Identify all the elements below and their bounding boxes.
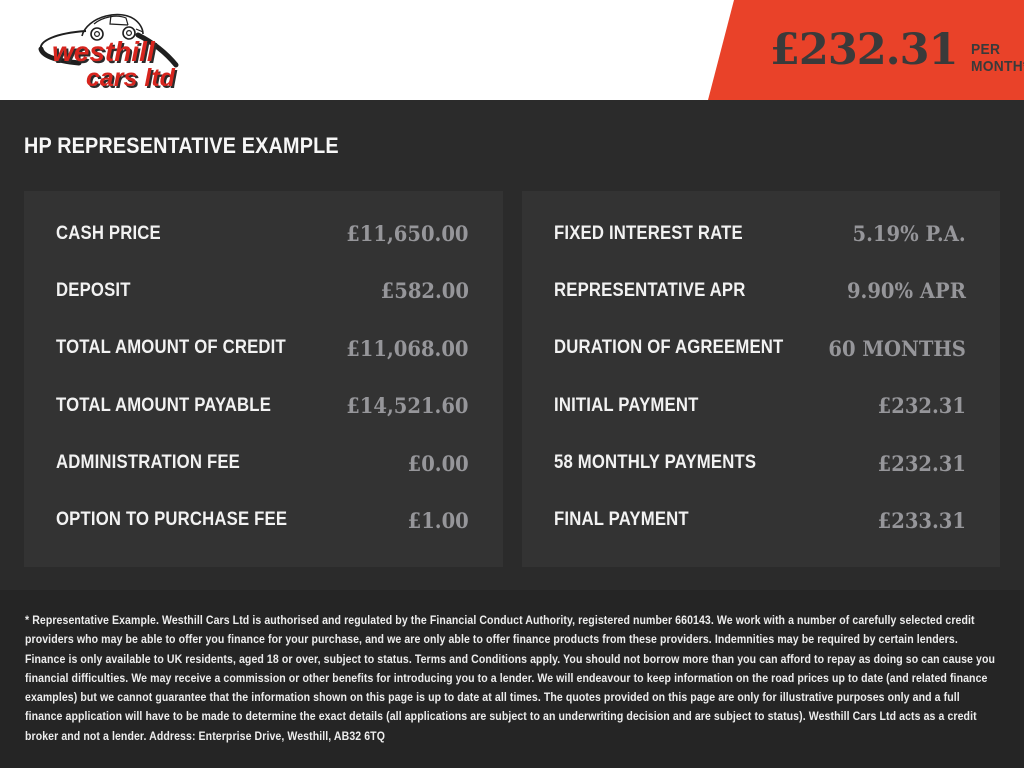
row-label: OPTION TO PURCHASE FEE [56, 509, 288, 531]
car-sketch-logo-icon: westhill cars ltd [38, 13, 179, 92]
dealer-logo[interactable]: westhill cars ltd [24, 2, 194, 96]
row-label: CASH PRICE [56, 222, 161, 244]
row-value: £232.31 [877, 393, 966, 419]
main-content: HP REPRESENTATIVE EXAMPLE CASH PRICE £11… [0, 100, 1024, 590]
disclaimer-text: * Representative Example. Westhill Cars … [25, 613, 996, 743]
per-month-label: PER MONTH* [970, 41, 1024, 75]
logo-text-line2: cars ltd [86, 64, 176, 92]
finance-row-initial-payment: INITIAL PAYMENT £232.31 [554, 393, 967, 418]
row-label: FINAL PAYMENT [553, 509, 689, 531]
finance-row-option-fee: OPTION TO PURCHASE FEE £1.00 [56, 508, 469, 533]
logo-text-line1: westhill [52, 36, 156, 67]
row-value: £14,521.60 [346, 393, 469, 419]
finance-row-interest-rate: FIXED INTEREST RATE 5.19% P.A. [554, 221, 967, 246]
row-value: £232.31 [877, 450, 966, 476]
finance-panel-right: FIXED INTEREST RATE 5.19% P.A. REPRESENT… [521, 191, 1000, 567]
finance-row-apr: REPRESENTATIVE APR 9.90% APR [554, 278, 967, 303]
row-value: 5.19% P.A. [852, 221, 966, 246]
finance-row-monthly-payments: 58 MONTHLY PAYMENTS £232.31 [554, 451, 967, 476]
row-value: £1.00 [407, 507, 469, 533]
row-label: DURATION OF AGREEMENT [553, 337, 783, 359]
finance-row-total-credit: TOTAL AMOUNT OF CREDIT £11,068.00 [56, 336, 469, 361]
row-value: £582.00 [380, 278, 469, 304]
row-label: DEPOSIT [56, 279, 131, 301]
row-value: £11,068.00 [346, 335, 469, 361]
disclaimer-section: * Representative Example. Westhill Cars … [0, 590, 1024, 768]
finance-row-deposit: DEPOSIT £582.00 [56, 278, 469, 303]
row-label: 58 MONTHLY PAYMENTS [553, 452, 756, 474]
row-value: 9.90% APR [847, 278, 966, 304]
header: westhill cars ltd £232.31 PER MONTH* [0, 0, 1024, 100]
row-value: £11,650.00 [346, 221, 469, 246]
page-title: HP REPRESENTATIVE EXAMPLE [24, 133, 339, 158]
finance-row-admin-fee: ADMINISTRATION FEE £0.00 [56, 451, 469, 476]
finance-row-total-payable: TOTAL AMOUNT PAYABLE £14,521.60 [56, 393, 469, 418]
row-label: TOTAL AMOUNT PAYABLE [56, 394, 272, 416]
row-value: £233.31 [877, 507, 966, 533]
row-label: FIXED INTEREST RATE [553, 222, 743, 244]
row-value: 60 MONTHS [828, 335, 966, 361]
finance-panel-left: CASH PRICE £11,650.00 DEPOSIT £582.00 TO… [24, 191, 503, 567]
monthly-price-banner: £232.31 PER MONTH* [708, 0, 1024, 100]
row-value: £0.00 [407, 450, 469, 476]
finance-row-final-payment: FINAL PAYMENT £233.31 [554, 508, 967, 533]
finance-panels: CASH PRICE £11,650.00 DEPOSIT £582.00 TO… [24, 191, 1000, 567]
row-label: INITIAL PAYMENT [553, 394, 698, 416]
monthly-price: £232.31 [770, 25, 958, 75]
row-label: ADMINISTRATION FEE [56, 452, 240, 474]
finance-row-cash-price: CASH PRICE £11,650.00 [56, 221, 469, 246]
finance-row-duration: DURATION OF AGREEMENT 60 MONTHS [554, 336, 967, 361]
row-label: TOTAL AMOUNT OF CREDIT [56, 337, 286, 359]
row-label: REPRESENTATIVE APR [553, 279, 745, 301]
